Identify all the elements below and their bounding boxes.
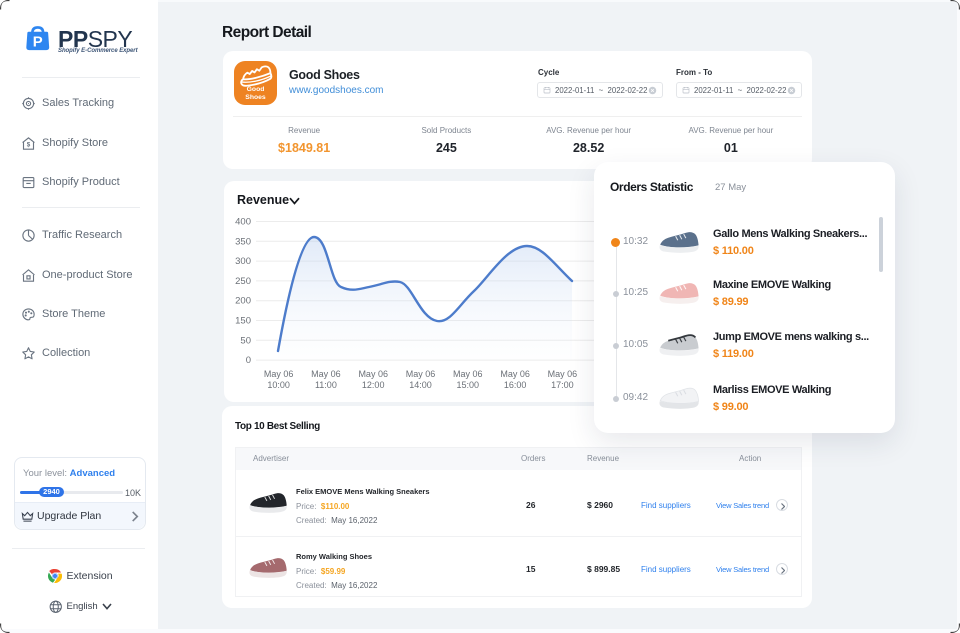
svg-text:350: 350	[235, 236, 251, 247]
svg-text:May 06: May 06	[358, 369, 388, 379]
svg-text:16:00: 16:00	[504, 380, 527, 390]
svg-text:50: 50	[240, 335, 251, 346]
svg-text:250: 250	[235, 276, 251, 287]
svg-text:10:00: 10:00	[267, 380, 290, 390]
svg-text:P: P	[33, 35, 43, 51]
svg-text:150: 150	[235, 316, 251, 327]
svg-text:0: 0	[246, 355, 251, 366]
svg-text:11:00: 11:00	[315, 380, 337, 390]
svg-text:17:00: 17:00	[551, 380, 574, 390]
svg-text:15:00: 15:00	[457, 380, 480, 390]
svg-text:May 06: May 06	[548, 369, 578, 379]
svg-text:May 06: May 06	[311, 369, 341, 379]
svg-text:300: 300	[235, 256, 251, 267]
svg-text:May 06: May 06	[500, 369, 530, 379]
svg-text:200: 200	[235, 296, 251, 307]
svg-text:May 06: May 06	[406, 369, 436, 379]
svg-text:400: 400	[235, 217, 251, 228]
svg-text:May 06: May 06	[453, 369, 483, 379]
svg-text:May 06: May 06	[264, 369, 294, 379]
svg-text:$: $	[27, 141, 31, 148]
svg-text:14:00: 14:00	[409, 380, 432, 390]
svg-text:12:00: 12:00	[362, 380, 385, 390]
